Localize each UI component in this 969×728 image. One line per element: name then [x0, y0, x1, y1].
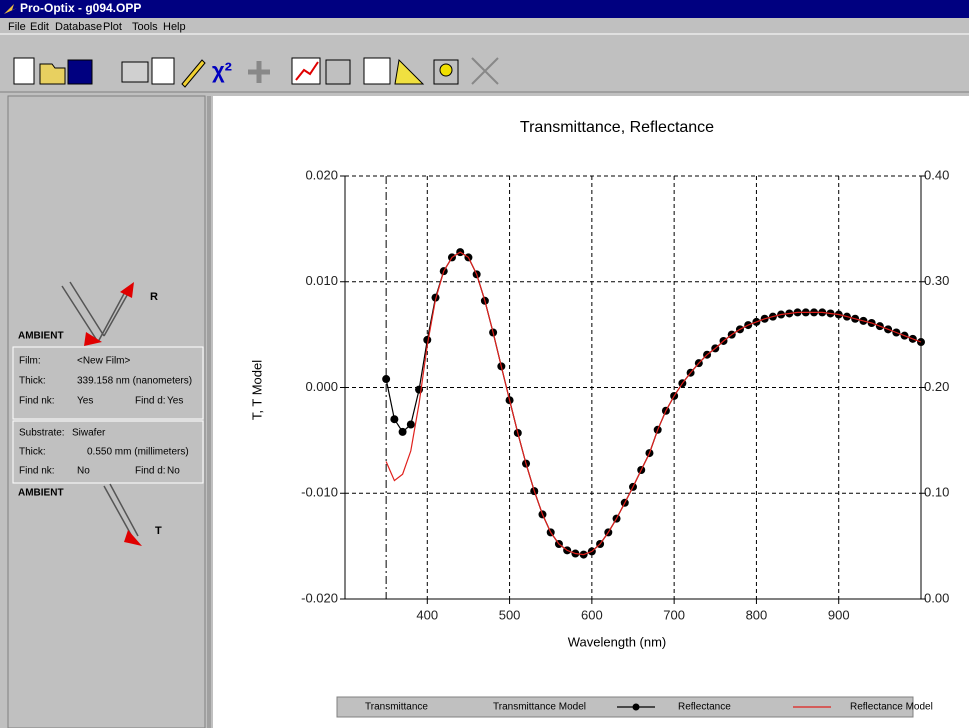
field-label: Substrate: — [19, 428, 65, 439]
chart-panel — [213, 96, 969, 728]
add-button[interactable] — [248, 61, 270, 83]
bulb-icon — [439, 63, 453, 77]
data-point — [917, 338, 925, 347]
film-box[interactable] — [12, 346, 204, 420]
toolbar: χ² — [13, 57, 499, 88]
field-value: <New Film> — [77, 356, 131, 367]
field-value: No — [77, 466, 90, 477]
data-point — [406, 420, 415, 429]
scale-button[interactable] — [394, 58, 425, 85]
field-label: Find nk: — [19, 396, 55, 407]
field-label: Find d: — [135, 466, 166, 477]
menu-item[interactable]: Plot — [103, 21, 122, 33]
y2-tick-label: 0.20 — [924, 379, 949, 394]
field-label: Film: — [19, 356, 41, 367]
y-tick-label: 0.000 — [305, 379, 338, 394]
field-value: No — [167, 466, 180, 477]
x-tick-label: 900 — [828, 607, 850, 622]
splitter[interactable] — [207, 96, 211, 728]
menu-item[interactable]: Edit — [30, 21, 49, 33]
y2-tick-label: 0.40 — [924, 167, 949, 182]
medium-label: AMBIENT — [18, 488, 64, 499]
app-icon — [4, 4, 17, 14]
x-tick-label: 700 — [663, 607, 685, 622]
x-axis-label: Wavelength (nm) — [568, 634, 667, 649]
x-tick-label: 600 — [581, 607, 603, 622]
incident-ray — [61, 281, 105, 343]
preview-button[interactable] — [151, 57, 175, 85]
chart: Transmittance, Reflectance Wavelength (n… — [249, 119, 949, 718]
structure-diagram: R AMBIENT Film: <New Film> Thick: 339.15… — [12, 281, 204, 546]
field-value: 339.158 nm (nanometers) — [77, 376, 192, 387]
substrate-box[interactable] — [12, 420, 204, 484]
y-axis-label: T, T Model — [249, 360, 264, 420]
field-label: Find nk: — [19, 466, 55, 477]
legend-label: Reflectance Model — [850, 702, 933, 713]
legend-label: Reflectance — [678, 702, 731, 713]
x-tick-label: 400 — [416, 607, 438, 622]
menu-item[interactable]: File — [8, 21, 26, 33]
field-value: Yes — [167, 396, 183, 407]
menu-item[interactable]: Database — [55, 21, 102, 33]
transmitted-ray — [103, 483, 139, 541]
menu-bar: File Edit Database Plot Tools Help — [8, 21, 186, 33]
series-line — [385, 251, 922, 556]
y-tick-label: 0.020 — [305, 167, 338, 182]
close-button[interactable] — [471, 57, 499, 85]
data-point — [398, 427, 407, 436]
x-tick-label: 500 — [499, 607, 521, 622]
title-bar — [0, 0, 969, 18]
field-label: Thick: — [19, 376, 46, 387]
arrow-head — [84, 332, 102, 346]
reflected-ray — [97, 289, 131, 343]
field-value: Siwafer — [72, 428, 106, 439]
legend-label: Transmittance Model — [493, 702, 586, 713]
r-label: R — [150, 291, 158, 303]
menu-item[interactable]: Tools — [132, 21, 158, 33]
arrow-head — [120, 282, 134, 298]
y-tick-label: -0.020 — [301, 590, 338, 605]
legend-label: Transmittance — [365, 702, 428, 713]
chart-title: Transmittance, Reflectance — [520, 119, 714, 136]
field-label: Find d: — [135, 396, 166, 407]
y2-tick-label: 0.00 — [924, 590, 949, 605]
t-label: T — [155, 525, 162, 537]
x-tick-label: 800 — [746, 607, 768, 622]
plot-icon — [295, 61, 319, 81]
data-point — [382, 375, 391, 384]
arrow-head — [124, 530, 142, 546]
y-tick-label: 0.010 — [305, 273, 338, 288]
open-button[interactable] — [39, 63, 66, 85]
chi-button[interactable]: χ² — [212, 58, 232, 83]
y2-tick-label: 0.10 — [924, 485, 949, 500]
rt-button[interactable] — [363, 57, 391, 85]
y2-tick-label: 0.30 — [924, 273, 949, 288]
field-value: 0.550 mm (millimeters) — [87, 447, 189, 458]
menu-item[interactable]: Help — [163, 21, 186, 33]
legend-swatch — [632, 703, 640, 711]
edit-button[interactable] — [181, 59, 206, 88]
print-button[interactable] — [121, 61, 149, 83]
y-tick-label: -0.010 — [301, 485, 338, 500]
data-point — [423, 335, 432, 344]
new-button[interactable] — [13, 57, 35, 85]
data-point — [390, 415, 399, 424]
layout-button[interactable] — [325, 59, 351, 85]
window-title: Pro-Optix - g094.OPP — [20, 1, 141, 15]
medium-label: AMBIENT — [18, 331, 64, 342]
field-value: Yes — [77, 396, 93, 407]
field-label: Thick: — [19, 447, 46, 458]
save-button[interactable] — [67, 59, 93, 85]
